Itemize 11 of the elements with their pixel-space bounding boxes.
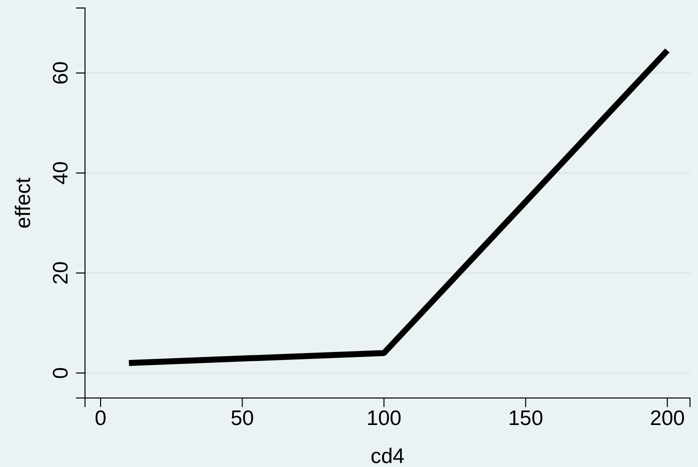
y-tick-label: 40 [49, 161, 72, 185]
y-tick-label: 60 [49, 61, 72, 85]
y-tick-label: 20 [49, 261, 72, 285]
y-axis-title: effect [12, 177, 35, 228]
x-tick-label: 100 [366, 406, 402, 430]
x-tick-label: 150 [508, 406, 544, 430]
x-tick-label: 0 [94, 406, 106, 430]
x-tick-label: 50 [230, 406, 254, 430]
x-axis-title: cd4 [370, 445, 405, 467]
x-tick-label: 200 [650, 406, 685, 430]
y-tick-label: 0 [49, 367, 72, 379]
